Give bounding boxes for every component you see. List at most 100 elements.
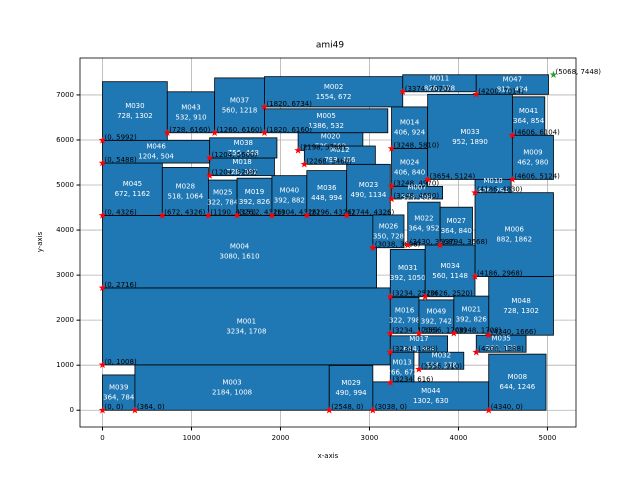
block-name: M011 (430, 74, 449, 82)
block (511, 134, 554, 180)
block-size: 504, 378 (426, 362, 457, 370)
y-axis-label: y-axis (36, 231, 44, 252)
corner-marker (421, 292, 429, 300)
block-name: M007 (407, 184, 426, 192)
corner-label: (0, 0) (105, 403, 124, 411)
x-axis-label: x-axis (318, 452, 339, 460)
block-name: M046 (146, 143, 166, 151)
block-name: M041 (519, 107, 538, 115)
block (328, 365, 374, 411)
block-name: M039 (109, 384, 128, 392)
block-size: 392, 742 (421, 318, 452, 326)
block-name: M032 (432, 352, 451, 360)
block-name: M038 (234, 139, 253, 147)
block-name: M013 (392, 358, 411, 366)
corner-marker (472, 348, 481, 356)
block-name: M040 (280, 187, 299, 195)
block-size: 756, 448 (228, 149, 259, 157)
corner-marker (158, 211, 167, 219)
corner-marker (386, 292, 395, 300)
corner-label: (3234, 616) (392, 375, 433, 383)
corner-label: (4606, 5124) (514, 172, 560, 180)
y-tick-label: 6000 (56, 136, 74, 144)
block (488, 276, 554, 336)
block-size: 812, 434 (497, 86, 529, 94)
corner-marker (131, 406, 139, 414)
block-name: M049 (427, 308, 446, 316)
y-tick-label: 3000 (56, 271, 74, 279)
block (236, 177, 273, 216)
block (303, 145, 376, 165)
block-name: M019 (245, 188, 264, 196)
corner-marker (471, 188, 479, 196)
block-size: 560, 1218 (222, 106, 258, 114)
block-name: M031 (398, 264, 417, 272)
corner-label: (0, 2716) (105, 281, 137, 289)
corner-label: (1260, 6160) (217, 126, 263, 134)
corner-label: (3248, 4690) (394, 192, 440, 200)
block-size: 560, 1148 (432, 272, 468, 280)
block (346, 163, 391, 216)
corner-label: (4186, 4830) (477, 186, 523, 194)
block-size: 882, 1862 (496, 236, 532, 244)
corner-label: (672, 4326) (164, 208, 205, 216)
corner-label: (3374, 7070) (405, 85, 451, 93)
corner-marker (325, 406, 334, 414)
block-size: 406, 840 (394, 168, 425, 176)
block (102, 81, 168, 141)
block-size: 406, 294 (477, 187, 509, 195)
block (418, 299, 455, 334)
corner-label: (2744, 4326) (349, 208, 395, 216)
block-size: 798, 406 (324, 156, 356, 164)
corner-label: (1204, 5600) (212, 151, 258, 159)
block (134, 364, 330, 411)
block (166, 91, 216, 134)
block-size: 2184, 1008 (212, 389, 252, 397)
chart-title: ami49 (316, 41, 345, 51)
block-size: 3080, 1610 (220, 253, 260, 261)
block-name: M028 (176, 182, 195, 190)
corner-label: (1820, 6734) (266, 100, 312, 108)
corner-label: (1904, 4326) (274, 208, 320, 216)
block-name: M044 (421, 387, 441, 395)
corner-label: (1204, 5208) (212, 169, 258, 177)
y-tick-label: 5000 (56, 181, 74, 189)
block-size: 392, 826 (456, 316, 488, 324)
block-size: 406, 924 (394, 129, 426, 137)
corner-marker (260, 102, 269, 111)
block-size: 364, 952 (408, 225, 439, 233)
block-name: M001 (237, 317, 256, 325)
corner-label: (2548, 0) (331, 403, 363, 411)
block-name: M021 (462, 306, 481, 314)
block (214, 77, 265, 134)
corner-label: (3038, 0) (375, 403, 407, 411)
block-size: 350, 728 (373, 232, 404, 240)
block-size: 462, 980 (517, 158, 548, 166)
block-size: 364, 840 (441, 227, 472, 235)
corner-label: (0, 4326) (105, 208, 137, 216)
block-name: M020 (321, 133, 340, 141)
block-name: M024 (400, 158, 420, 166)
block-name: M003 (222, 379, 241, 387)
block-name: M036 (317, 184, 337, 192)
block-name: M030 (125, 102, 144, 110)
block (102, 287, 391, 366)
extreme-marker (549, 70, 558, 78)
block-size: 644, 1246 (500, 383, 536, 391)
corner-marker (205, 154, 214, 162)
corner-label: (3794, 3668) (442, 238, 488, 246)
corner-label: (728, 6160) (169, 126, 210, 134)
block (418, 351, 465, 370)
corner-marker (205, 171, 214, 179)
block-name: M016 (395, 306, 415, 314)
corner-marker (369, 406, 377, 414)
block-size: 728, 1302 (117, 112, 153, 120)
corner-marker (484, 331, 493, 339)
y-tick-label: 2000 (56, 316, 74, 324)
corner-marker (268, 211, 276, 219)
block-size: 952, 1890 (452, 138, 488, 146)
corner-label: (3556, 1708) (421, 326, 467, 334)
block-size: 364, 854 (513, 117, 545, 125)
block (102, 214, 377, 289)
block (474, 192, 554, 277)
